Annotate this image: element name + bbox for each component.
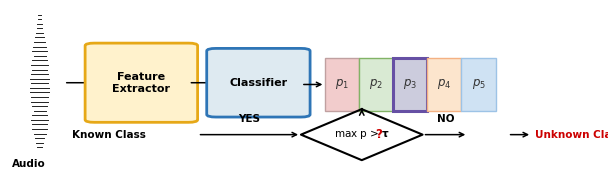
FancyBboxPatch shape (85, 43, 198, 122)
Text: Classifier: Classifier (229, 78, 288, 88)
Text: $p_{3}$: $p_{3}$ (403, 77, 418, 92)
Text: $p_{1}$: $p_{1}$ (336, 77, 349, 92)
Text: $p_{5}$: $p_{5}$ (471, 77, 486, 92)
FancyBboxPatch shape (207, 48, 310, 117)
FancyBboxPatch shape (461, 58, 496, 111)
Text: Feature
Extractor: Feature Extractor (112, 72, 170, 93)
Text: Known Class: Known Class (72, 130, 146, 140)
Text: Unknown Class: Unknown Class (535, 130, 608, 140)
Text: YES: YES (238, 114, 260, 124)
FancyBboxPatch shape (359, 58, 393, 111)
FancyBboxPatch shape (325, 58, 359, 111)
Text: NO: NO (437, 114, 454, 124)
Text: ?: ? (375, 128, 382, 141)
Text: Audio: Audio (12, 159, 46, 169)
Text: $p_{2}$: $p_{2}$ (370, 77, 383, 92)
Text: $p_{4}$: $p_{4}$ (437, 77, 452, 92)
FancyBboxPatch shape (393, 58, 427, 111)
FancyBboxPatch shape (427, 58, 461, 111)
Text: max p > $\bf\tau$: max p > $\bf\tau$ (334, 128, 390, 141)
